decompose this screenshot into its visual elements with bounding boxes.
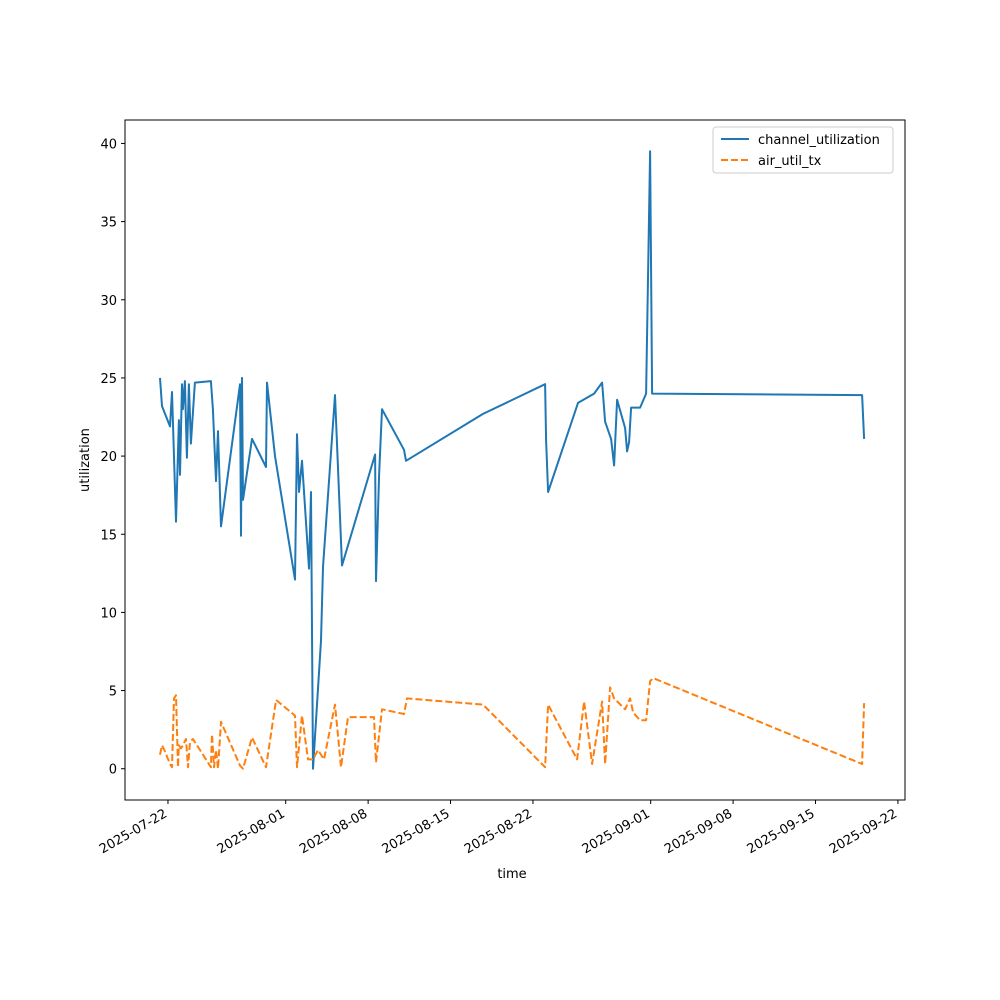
y-tick-label: 10 [100,606,117,621]
x-tick-label: 2025-08-01 [215,806,288,857]
series-line-air-util-tx [159,677,866,770]
y-tick-label: 25 [100,372,117,387]
x-tick-label: 2025-08-08 [297,806,370,857]
x-tick-label: 2025-09-01 [580,806,653,857]
x-tick-label: 2025-09-15 [745,806,818,857]
x-tick-label: 2025-09-08 [662,806,735,857]
y-axis: 0 5 10 15 20 25 30 35 40 [100,137,125,778]
series-layer [159,150,866,770]
series-line-channel-utilization [159,150,866,770]
x-tick-label: 2025-08-22 [462,806,535,857]
axes-frame [124,119,906,801]
legend-label-channel-utilization: channel_utilization [758,133,880,148]
x-tick-label: 2025-08-15 [380,806,453,857]
x-tick-label: 2025-07-22 [97,806,170,857]
y-tick-label: 0 [109,763,117,778]
legend-label-air-util-tx: air_util_tx [758,154,822,169]
y-tick-label: 30 [100,294,117,309]
y-axis-label: utilization [78,428,93,492]
y-tick-label: 40 [100,137,117,152]
x-tick-label: 2025-09-22 [827,806,900,857]
y-tick-label: 15 [100,528,117,543]
legend: channel_utilization air_util_tx [712,126,894,174]
x-axis: 2025-07-22 2025-08-01 2025-08-08 2025-08-15… [97,800,900,857]
y-tick-label: 35 [100,216,117,231]
x-axis-label: time [497,867,526,882]
legend-box [712,126,894,174]
y-tick-label: 20 [100,450,117,465]
y-tick-label: 5 [109,685,117,700]
